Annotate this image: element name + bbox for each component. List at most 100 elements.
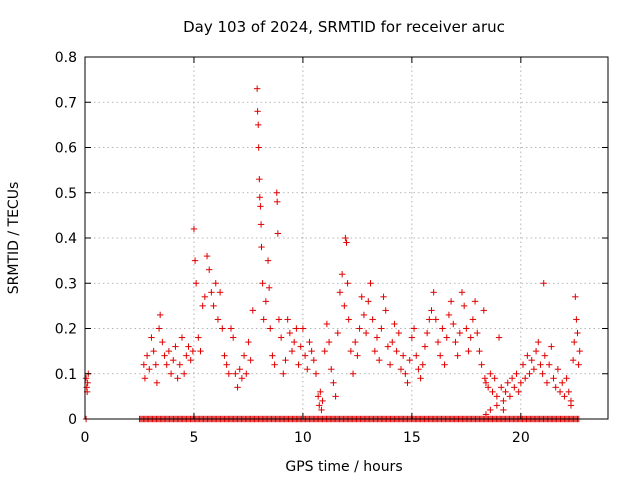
data-point [221,352,228,359]
y-tick-label: 0.1 [55,367,77,383]
data-point [178,334,186,341]
data-point [454,352,461,359]
data-point [354,352,361,359]
y-tick-label: 0.8 [55,50,77,66]
data-point [437,352,444,359]
data-point [567,402,575,409]
data-point [325,338,333,346]
data-point [256,194,263,201]
data-point [545,361,553,368]
data-point [349,370,357,377]
data-point [384,343,392,350]
data-point [550,375,557,382]
data-point [257,203,264,210]
data-point [347,347,355,355]
data-point [369,316,376,323]
data-point [148,334,155,341]
data-point [480,307,487,314]
data-point [417,375,424,382]
data-point [460,302,468,310]
data-point [399,352,407,359]
y-tick-label: 0.4 [55,231,77,247]
data-point [559,379,566,386]
data-point [467,334,474,341]
data-point [295,361,302,368]
data-point [319,397,326,405]
data-point [554,366,562,373]
data-point [299,325,307,332]
data-point [212,280,219,287]
data-point [258,243,265,251]
data-point [301,352,309,359]
points-layer [82,85,583,423]
data-point [334,329,341,337]
data-point [430,289,437,296]
data-point [223,361,230,368]
data-point [255,121,262,129]
data-point [247,356,254,364]
data-point [404,379,411,386]
data-point [344,280,351,287]
data-point [288,347,296,355]
data-point [382,307,389,314]
data-point [358,293,365,301]
data-point [380,293,387,301]
data-point [391,320,398,328]
data-point [219,325,226,332]
data-point [476,347,483,355]
data-point [556,388,564,396]
data-point [530,366,538,373]
data-point [500,406,507,414]
data-point [528,356,535,364]
data-point [445,311,453,319]
data-point [540,280,547,287]
data-point [343,239,350,246]
data-point [232,370,239,377]
data-point [82,375,90,382]
data-point [469,316,477,323]
data-point [484,384,492,391]
data-point [434,338,442,346]
data-point [565,388,572,396]
data-point [156,311,164,319]
data-point [269,352,276,359]
ticks-layer: 0 0.1 0.2 0.3 0.4 0.5 0.6 0.7 0.8 0 5 10 15 20 [55,50,608,446]
data-point [526,370,533,377]
data-point [441,361,448,368]
data-point [456,329,464,337]
y-tick-label: 0.5 [55,186,77,202]
x-axis-label: GPS time / hours [285,459,402,475]
data-point [176,361,183,368]
data-point [312,370,320,377]
data-point [271,361,278,368]
data-point [330,379,337,386]
data-point [373,334,381,341]
data-point [367,280,374,287]
data-point [395,329,402,337]
data-point [254,108,261,115]
data-point [286,329,294,337]
data-point [260,316,267,323]
data-point [408,334,416,341]
data-point [573,316,580,323]
data-point [345,316,352,323]
data-point [245,338,252,346]
data-point [187,356,194,364]
data-point [495,334,503,341]
data-point [199,302,206,310]
data-point [238,375,246,382]
data-point [314,393,322,400]
data-point [256,175,263,183]
data-point [415,366,422,373]
data-point [249,307,256,314]
data-point [255,144,262,151]
data-point [274,230,282,237]
data-point [306,338,313,346]
data-point [426,316,433,323]
data-point [491,375,498,382]
data-point [153,379,161,386]
data-point [259,280,266,287]
data-point [419,361,426,368]
